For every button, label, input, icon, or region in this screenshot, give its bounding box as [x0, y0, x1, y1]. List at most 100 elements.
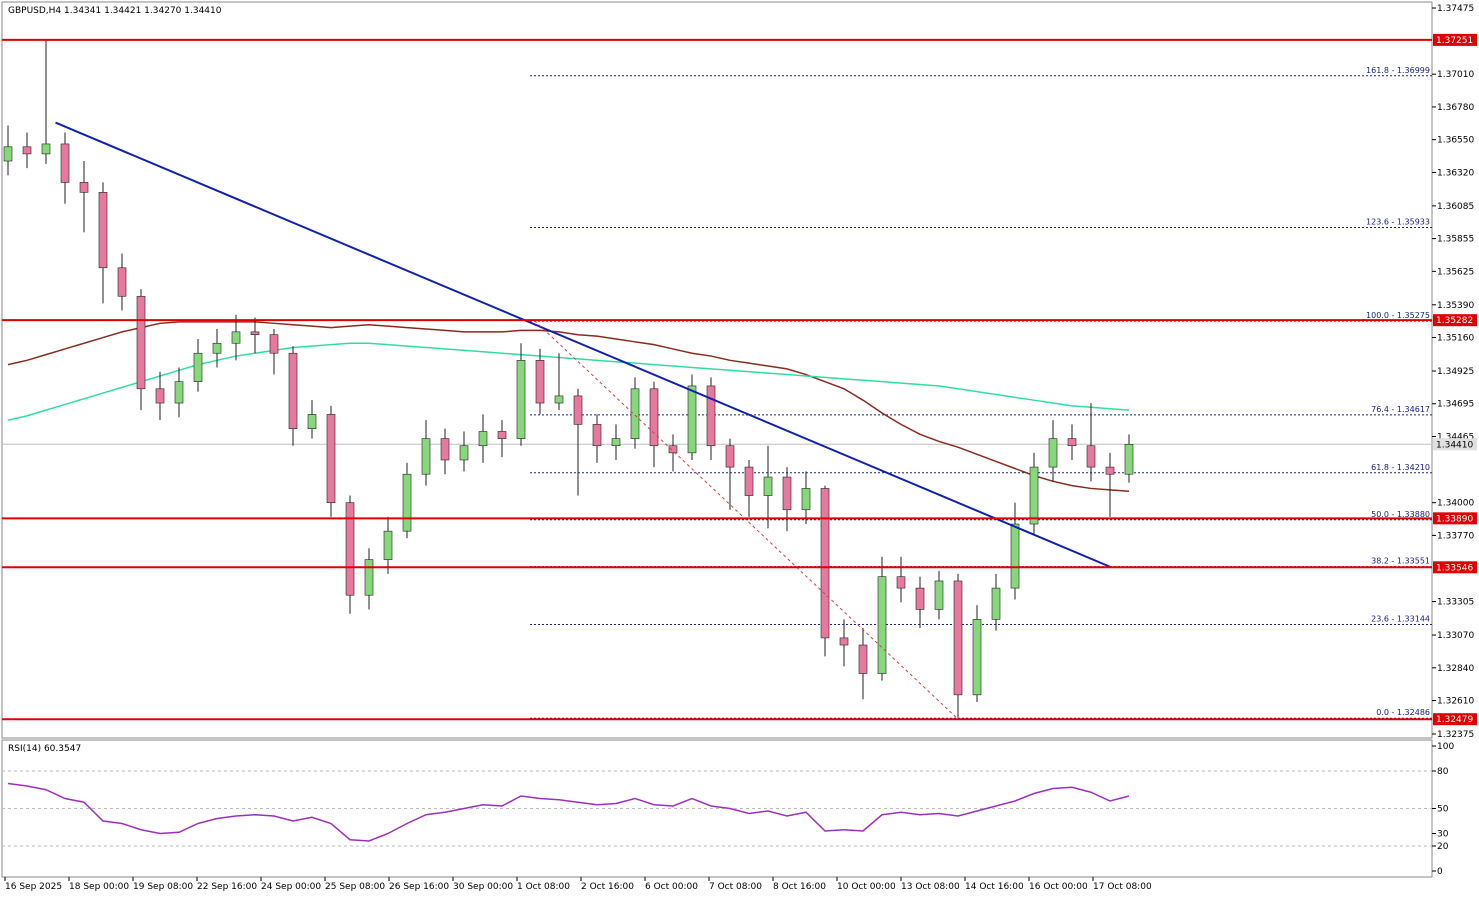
x-tick-label: 2 Oct 16:00: [581, 882, 634, 892]
candle-body: [801, 488, 811, 511]
y-tick-label: 1.34695: [1437, 400, 1474, 410]
rsi-line: [7, 782, 1130, 842]
rsi-tick-label: 0: [1437, 867, 1443, 877]
level-box: [1433, 33, 1477, 46]
x-tick-label: 8 Oct 16:00: [773, 882, 826, 892]
level-label: 1.33546: [1436, 563, 1473, 573]
fib-line: [533, 320, 959, 720]
candle-body: [858, 644, 868, 674]
rsi-tick-label: 50: [1437, 805, 1449, 815]
candle-body: [98, 192, 108, 269]
y-tick-label: 1.35390: [1437, 301, 1474, 311]
x-tick-label: 14 Oct 16:00: [965, 882, 1024, 892]
candle-body: [402, 473, 412, 532]
candle-body: [22, 146, 32, 155]
level-label: 1.33890: [1436, 514, 1473, 524]
candle-body: [687, 385, 697, 454]
candle-body: [896, 576, 906, 589]
candle-body: [136, 295, 146, 390]
candle-body: [41, 143, 51, 155]
candle-body: [497, 431, 507, 439]
candle-body: [839, 637, 849, 646]
candle-body: [630, 388, 640, 439]
candle-body: [307, 414, 317, 429]
y-tick-label: 1.36780: [1437, 103, 1474, 113]
y-tick-label: 1.32375: [1437, 730, 1474, 740]
candle-body: [269, 334, 279, 354]
candle-body: [820, 488, 830, 639]
level-box: [1433, 561, 1477, 574]
rsi-title: RSI(14) 60.3547: [8, 744, 81, 754]
y-tick-label: 1.34000: [1437, 499, 1474, 509]
candle-body: [915, 587, 925, 610]
rsi-tick-label: 20: [1437, 842, 1449, 852]
candle-body: [326, 414, 336, 503]
candle-body: [250, 331, 260, 335]
current-price-label: 1.34410: [1436, 440, 1473, 450]
y-tick-label: 1.35855: [1437, 235, 1474, 245]
candle-body: [174, 381, 184, 404]
fib-label: 123.6 - 1.35933: [1366, 218, 1430, 227]
candle-body: [364, 559, 374, 596]
candle-body: [155, 388, 165, 404]
x-tick-label: 7 Oct 08:00: [709, 882, 762, 892]
candle-body: [649, 388, 659, 447]
fib-label: 161.8 - 1.36999: [1366, 66, 1430, 75]
x-tick-label: 25 Sep 08:00: [325, 882, 385, 892]
x-tick-label: 16 Sep 2025: [5, 882, 62, 892]
y-tick-label: 1.35625: [1437, 267, 1474, 277]
fib-label: 61.8 - 1.34210: [1371, 463, 1430, 472]
y-tick-label: 1.33770: [1437, 531, 1474, 541]
candle-body: [440, 438, 450, 461]
candle-body: [60, 143, 70, 183]
candle-body: [972, 619, 982, 696]
candle-body: [212, 342, 222, 354]
y-tick-label: 1.32610: [1437, 697, 1474, 707]
candle-body: [1086, 445, 1096, 468]
level-box: [1433, 314, 1477, 327]
candle-body: [877, 576, 887, 674]
fib-label: 100.0 - 1.35275: [1366, 311, 1430, 320]
candle-body: [193, 352, 203, 382]
x-tick-label: 10 Oct 00:00: [837, 882, 896, 892]
level-box: [1433, 512, 1477, 525]
current-price-box: [1433, 438, 1477, 451]
candle-body: [573, 395, 583, 425]
x-tick-label: 1 Oct 08:00: [517, 882, 570, 892]
trendline: [55, 121, 1111, 568]
candle-body: [383, 530, 393, 560]
candle-body: [231, 331, 241, 344]
candle-body: [592, 424, 602, 447]
rsi-tick-label: 30: [1437, 830, 1449, 840]
x-tick-label: 16 Oct 00:00: [1029, 882, 1088, 892]
candle-body: [668, 445, 678, 454]
rsi-tick-label: 80: [1437, 767, 1449, 777]
y-tick-label: 1.33070: [1437, 631, 1474, 641]
x-tick-label: 24 Sep 00:00: [261, 882, 321, 892]
y-tick-label: 1.35160: [1437, 334, 1474, 344]
y-tick-label: 1.36085: [1437, 202, 1474, 212]
candle-body: [345, 502, 355, 596]
y-tick-label: 1.36320: [1437, 168, 1474, 178]
x-tick-label: 26 Sep 16:00: [389, 882, 449, 892]
level-label: 1.35282: [1436, 316, 1473, 326]
candle-body: [611, 438, 621, 447]
x-tick-label: 13 Oct 08:00: [901, 882, 960, 892]
candle-body: [934, 580, 944, 610]
candle-body: [744, 466, 754, 496]
fib-label: 50.0 - 1.33880: [1371, 510, 1430, 519]
x-tick-label: 19 Sep 08:00: [133, 882, 193, 892]
chart-title: GBPUSD,H4 1.34341 1.34421 1.34270 1.3441…: [8, 6, 222, 16]
y-tick-label: 1.33305: [1437, 598, 1474, 608]
candle-body: [535, 360, 545, 404]
x-tick-label: 30 Sep 00:00: [453, 882, 513, 892]
candle-body: [554, 395, 564, 404]
x-tick-label: 17 Oct 08:00: [1093, 882, 1152, 892]
candle-body: [117, 267, 127, 297]
level-label: 1.37251: [1436, 36, 1473, 46]
candle-body: [1067, 438, 1077, 447]
y-tick-label: 1.37010: [1437, 70, 1474, 80]
fib-label: 76.4 - 1.34617: [1371, 405, 1430, 414]
